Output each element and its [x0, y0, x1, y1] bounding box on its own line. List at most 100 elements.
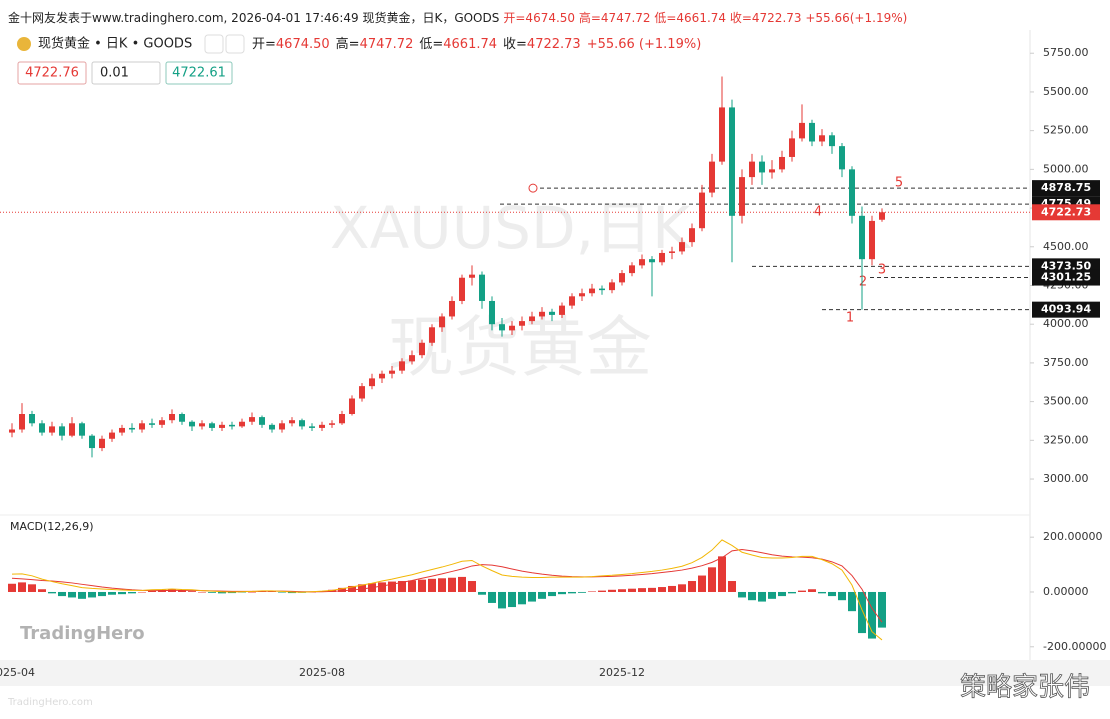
candle-body	[239, 421, 245, 427]
y-tick-label: 3000.00	[1043, 472, 1089, 485]
order-box[interactable]	[165, 61, 233, 85]
legend-symbol[interactable]: 现货黄金 • 日K • GOODS	[38, 36, 192, 52]
candle-body	[59, 426, 65, 436]
watermark: XAUUSD,日K	[330, 194, 692, 262]
candle-body	[849, 169, 855, 216]
macd-bar	[558, 591, 566, 595]
candle-body	[679, 242, 685, 252]
icon-button[interactable]	[204, 34, 224, 54]
candle-body	[179, 414, 185, 422]
macd-bar	[408, 580, 416, 592]
candle-body	[689, 228, 695, 243]
candle-body	[39, 423, 45, 433]
order-box[interactable]	[17, 61, 87, 85]
x-tick-label: 2025-08	[299, 666, 345, 679]
candle-body	[709, 161, 715, 193]
macd-bar	[278, 591, 286, 593]
macd-bar	[338, 587, 346, 592]
wave-label: 5	[895, 176, 903, 191]
candle-body	[459, 277, 465, 301]
candle-body	[439, 316, 445, 328]
macd-bar	[768, 591, 776, 599]
macd-bar	[8, 583, 16, 592]
candle-body	[749, 161, 755, 178]
candle-body	[309, 426, 315, 428]
macd-bar	[458, 576, 466, 592]
candle-body	[79, 423, 85, 436]
candle-body	[29, 414, 35, 424]
candle-body	[879, 212, 885, 220]
macd-bar	[718, 556, 726, 592]
level-label: 4093.94	[1041, 303, 1091, 316]
candle-body	[699, 192, 705, 229]
symbol-icon	[17, 37, 31, 51]
macd-bar	[578, 591, 586, 593]
header-line: 金十网友发表于www.tradinghero.com, 2026-04-01 1…	[8, 10, 907, 25]
macd-bar	[728, 581, 736, 592]
wave-label: 4	[814, 205, 822, 220]
footer: TradingHero.com	[7, 697, 93, 708]
wave-label: 1	[846, 311, 854, 326]
candle-body	[529, 316, 535, 322]
candle-body	[399, 361, 405, 371]
macd-bar	[818, 591, 826, 594]
candle-body	[499, 324, 505, 331]
candle-body	[129, 427, 135, 430]
macd-bar	[618, 589, 626, 592]
macd-bar	[128, 591, 136, 594]
candle-body	[649, 259, 655, 263]
candle-body	[489, 300, 495, 325]
macd-bar	[878, 591, 886, 628]
candle-body	[199, 423, 205, 427]
macd-bar	[328, 589, 336, 592]
y-tick-label: 5750.00	[1043, 46, 1089, 59]
candle-body	[219, 424, 225, 428]
level-label: 4878.75	[1041, 181, 1091, 194]
wave-label: 3	[878, 263, 886, 278]
macd-bar	[228, 591, 236, 594]
macd-bar	[58, 591, 66, 597]
macd-bar	[188, 591, 196, 592]
candle-body	[289, 420, 295, 424]
macd-bar	[658, 587, 666, 592]
candle-body	[99, 438, 105, 449]
macd-bar	[628, 588, 636, 592]
y-tick-label: -200.00000	[1043, 640, 1106, 653]
header-source: 金十网友发表于www.tradinghero.com, 2026-04-01 1…	[8, 10, 499, 25]
macd-bar	[508, 591, 516, 608]
macd-bar	[698, 575, 706, 592]
header-quote: 开=4674.50 高=4747.72 低=4661.74 收=4722.73 …	[503, 10, 907, 25]
candle-body	[139, 423, 145, 430]
order-box[interactable]	[91, 61, 161, 85]
y-tick-label: 3500.00	[1043, 395, 1089, 408]
macd-bar	[68, 591, 76, 598]
macd-bar	[148, 590, 156, 592]
candle-body	[729, 107, 735, 216]
overlay-watermark: 策略家张伟	[960, 673, 1090, 703]
candle-body	[549, 311, 555, 315]
legend-label: 高=	[336, 36, 360, 52]
level-label: 4373.50	[1041, 259, 1091, 272]
macd-bar	[778, 591, 786, 597]
macd-bar	[348, 585, 356, 592]
candle-body	[759, 161, 765, 173]
macd-bar	[608, 589, 616, 592]
macd-bar	[468, 581, 476, 592]
macd-bar	[868, 591, 876, 639]
icon-button[interactable]	[225, 34, 245, 54]
candle-body	[269, 424, 275, 430]
candle-body	[419, 342, 425, 356]
candle-body	[829, 135, 835, 147]
candle-body	[379, 373, 385, 379]
macd-bar	[428, 578, 436, 592]
macd-bar	[828, 591, 836, 597]
y-tick-label: 4500.00	[1043, 240, 1089, 253]
candle-body	[739, 177, 745, 216]
level-box	[1032, 180, 1100, 197]
order-box-label: 0.01	[100, 66, 129, 81]
macd-bar	[678, 584, 686, 592]
candle-body	[479, 274, 485, 301]
macd-bar	[308, 591, 316, 593]
